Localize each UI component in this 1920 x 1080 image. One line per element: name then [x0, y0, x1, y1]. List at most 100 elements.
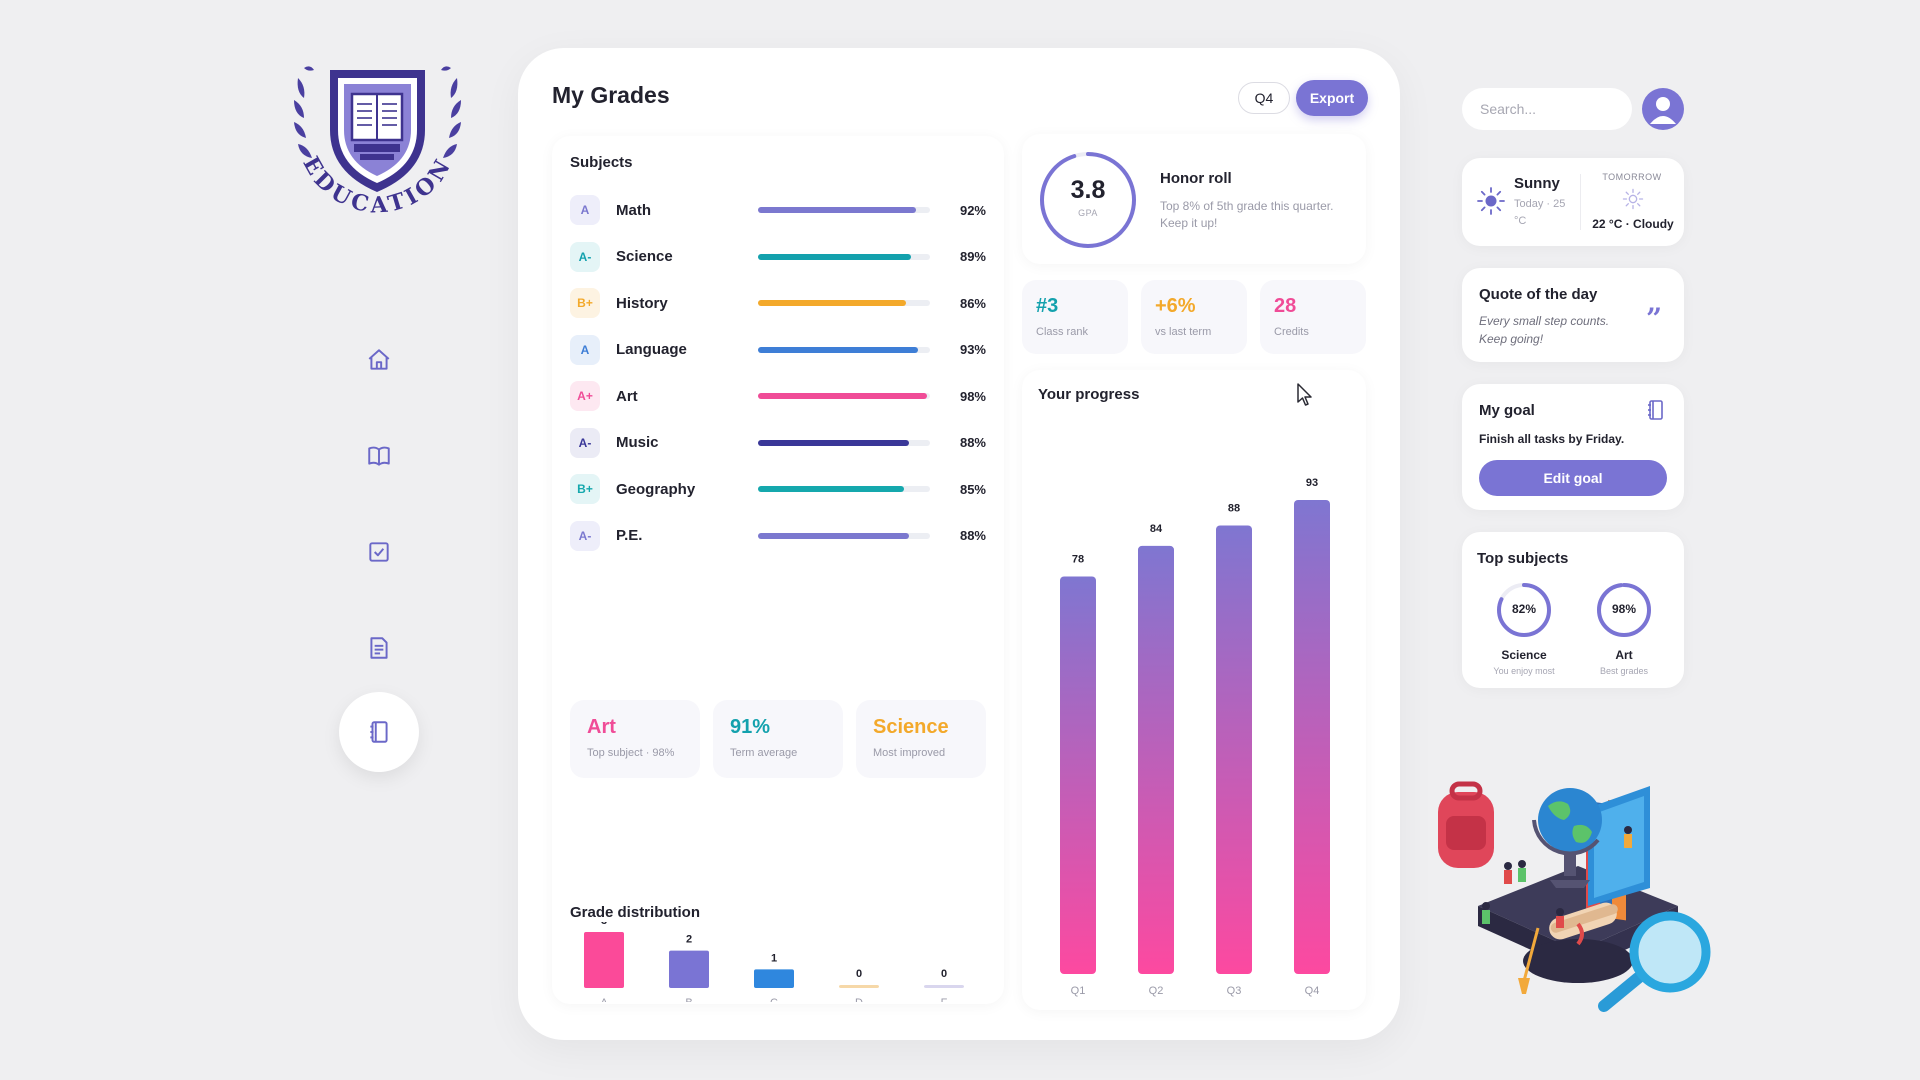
search-input[interactable]: [1462, 88, 1632, 130]
user-icon: [1650, 97, 1676, 124]
notebook-icon: [370, 721, 388, 743]
subject-row[interactable]: A Math 92%: [570, 194, 986, 226]
top-subjects-card: Top subjects 82% Science You enjoy most 98%…: [1462, 532, 1684, 688]
edit-goal-button[interactable]: Edit goal: [1479, 460, 1667, 496]
ring-fill: [1040, 152, 1136, 248]
progress-fill: [758, 393, 927, 399]
progress-track: [758, 300, 930, 306]
top-subject-item[interactable]: 82% Science You enjoy most: [1474, 580, 1574, 676]
top-subject-name: Science: [1501, 648, 1547, 662]
ring-fill: [1597, 583, 1651, 637]
top-subject-caption: You enjoy most: [1493, 666, 1555, 676]
grades-card: My Grades Q4 Export Subjects A Math 92% A- S…: [518, 48, 1400, 1040]
subject-row[interactable]: A+ Art 98%: [570, 380, 986, 412]
education-logo: EDUCATION: [294, 66, 461, 219]
education-illustration: [1438, 781, 1711, 1012]
progress-fill: [758, 346, 918, 353]
progress-track: [758, 439, 930, 446]
subject-row[interactable]: A Language 93%: [570, 334, 986, 366]
summary-tiles: Art Top subject · 98% 91% Term average Scien…: [570, 700, 986, 778]
subject-percent: 93%: [959, 342, 986, 357]
subject-row[interactable]: A- Music 88%: [570, 427, 986, 459]
subject-percent: 86%: [959, 295, 986, 311]
top-subject-ring: [1497, 583, 1551, 637]
progress-fill: [758, 486, 905, 492]
nav-home[interactable]: [339, 320, 419, 400]
goal-text: Finish all tasks by Friday.: [1479, 432, 1625, 446]
quote-card: Quote of the day Every small step counts…: [1462, 268, 1684, 362]
mini-stat-value: +6%: [1155, 295, 1196, 317]
distribution-bar: [754, 969, 794, 988]
document-icon: [370, 637, 388, 659]
distribution-value-label: 3: [601, 922, 607, 927]
mini-stat-label: vs last term: [1155, 326, 1212, 338]
progress-bar: [1138, 545, 1174, 974]
progress-bar: [1216, 525, 1252, 974]
progress-title: Your progress: [1038, 386, 1140, 403]
subject-row[interactable]: A- Science 89%: [570, 241, 986, 273]
checkbox-icon: [369, 542, 389, 562]
mini-stat-label: Credits: [1274, 326, 1309, 338]
grade-badge: A+: [570, 381, 600, 411]
distribution-category-label: A: [600, 997, 608, 1002]
progress-fill: [758, 439, 910, 446]
distribution-title: Grade distribution: [570, 904, 701, 921]
grade-badge: A-: [570, 241, 600, 272]
tomorrow-label: TOMORROW: [1602, 172, 1662, 182]
gpa-panel: 3.8 GPA Honor roll Top 8% of 5th grade t…: [1022, 134, 1366, 264]
subject-name: History: [616, 294, 668, 312]
stat-label: Term average: [730, 747, 798, 759]
honor-text: Top 8% of 5th grade this quarter. Keep i…: [1160, 199, 1334, 230]
quote-text: Every small step counts. Keep going!: [1479, 314, 1610, 346]
progress-value-label: 88: [1228, 502, 1240, 514]
stat-value: Science: [873, 716, 949, 738]
quote-title: Quote of the day: [1479, 286, 1598, 303]
progress-category-label: Q2: [1149, 985, 1164, 997]
progress-bar: [1294, 500, 1330, 974]
stat-value: Art: [587, 716, 616, 738]
nav-courses[interactable]: [339, 416, 419, 496]
subject-name: Math: [616, 201, 651, 219]
stat-label: Top subject · 98%: [587, 747, 675, 759]
mini-stat-tile: +6% vs last term: [1141, 280, 1247, 354]
distribution-category-label: B: [685, 997, 692, 1002]
mouse-cursor-icon: [1297, 383, 1312, 406]
grade-badge: A-: [570, 520, 600, 551]
stat-label: Most improved: [873, 747, 946, 759]
goal-card: My goal Finish all tasks by Friday. Edit…: [1462, 384, 1684, 510]
top-subject-caption: Best grades: [1599, 666, 1649, 676]
subject-name: Language: [616, 341, 687, 358]
distribution-value-label: 0: [856, 968, 862, 980]
progress-track: [758, 253, 930, 260]
subject-name: Music: [616, 434, 659, 451]
progress-fill: [758, 253, 912, 260]
quarter-select[interactable]: Q4: [1238, 82, 1290, 114]
export-button[interactable]: Export: [1296, 80, 1368, 116]
home-icon: [368, 349, 390, 370]
nav-tasks[interactable]: [339, 512, 419, 592]
progress-panel: Your progress 78 Q1 84 Q2 88 Q3 93 Q4: [1022, 370, 1366, 1010]
goal-title: My goal: [1479, 402, 1535, 419]
distribution-value-label: 1: [771, 952, 777, 964]
subjects-title: Subjects: [570, 154, 633, 171]
progress-category-label: Q1: [1071, 985, 1086, 997]
subject-percent: 88%: [959, 528, 986, 543]
subject-percent: 88%: [959, 435, 986, 450]
distribution-category-label: F: [941, 997, 948, 1002]
subject-row[interactable]: A- P.E. 88%: [570, 520, 986, 552]
stat-tile: Science Most improved: [856, 700, 986, 778]
stat-tile: 91% Term average: [713, 700, 843, 778]
honor-title: Honor roll: [1160, 170, 1232, 187]
ring-fill: [1497, 583, 1551, 637]
grade-badge: A-: [570, 427, 600, 458]
nav-documents[interactable]: [339, 608, 419, 688]
subject-row[interactable]: B+ History 86%: [570, 287, 986, 319]
progress-value-label: 78: [1072, 553, 1084, 565]
distribution-category-label: D: [855, 997, 863, 1002]
progress-chart: 78 Q1 84 Q2 88 Q3 93 Q4: [1060, 477, 1330, 997]
subject-row[interactable]: B+ Geography 85%: [570, 473, 986, 505]
top-subject-item[interactable]: 98% Art Best grades: [1574, 580, 1674, 676]
avatar[interactable]: [1642, 88, 1684, 130]
progress-value-label: 93: [1306, 477, 1318, 489]
nav-grades[interactable]: [339, 692, 419, 772]
